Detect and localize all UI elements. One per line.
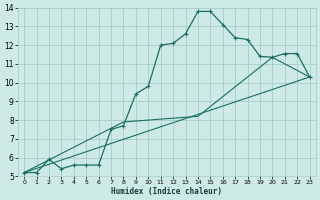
- X-axis label: Humidex (Indice chaleur): Humidex (Indice chaleur): [111, 187, 222, 196]
